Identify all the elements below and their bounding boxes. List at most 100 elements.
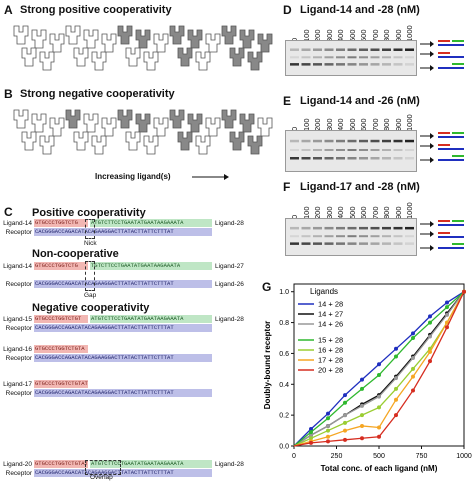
panel-e-letter: E: [283, 94, 292, 108]
ligand-sequence-row: Ligand-20GTGCCCTGGTCTGTATGTCATGTCTTCCTGA…: [2, 460, 244, 468]
receptor-shape: [153, 117, 169, 137]
gel-band-middle: [336, 56, 345, 59]
gel-band-middle: [347, 56, 357, 59]
receptor-shape: [135, 29, 151, 49]
gel-band-bottom: [336, 157, 345, 160]
panel-g-letter: G: [262, 280, 272, 294]
gel-band-top: [347, 226, 357, 230]
receptor-shape: [65, 109, 81, 129]
gel-band-bottom: [370, 157, 380, 160]
gel-band-middle: [382, 149, 391, 151]
gel-band-middle: [359, 235, 368, 238]
receptor-shape: [83, 29, 99, 49]
data-point: [360, 403, 364, 408]
data-point: [326, 416, 330, 421]
receptor-shape: [187, 29, 203, 49]
data-point: [411, 331, 415, 336]
panel-f-letter: F: [283, 180, 291, 194]
data-point: [377, 373, 381, 378]
nick-box: [85, 219, 95, 239]
x-tick-label: 0: [292, 453, 296, 460]
gel-band-top: [290, 226, 299, 230]
data-point: [394, 346, 398, 351]
data-point: [309, 433, 313, 438]
gel-band-bottom: [405, 242, 414, 245]
gel-band-top: [393, 139, 403, 143]
gel-band-middle: [382, 56, 391, 59]
x-tick-label: 500: [373, 453, 385, 460]
data-point: [394, 376, 398, 381]
receptor-sequence-row: Receptor CACGGGACCAGACATACAGAAGGACTTATACT…: [2, 469, 212, 477]
gel-band-bottom: [324, 242, 334, 245]
gel-band-top: [382, 139, 391, 143]
gel-band-bottom: [405, 157, 414, 160]
y-tick-label: 0.4: [279, 382, 289, 389]
gel-band-middle: [393, 56, 403, 59]
receptor-shape: [49, 117, 65, 137]
gel-band-middle: [336, 235, 345, 238]
gel-band-top: [301, 139, 311, 143]
gel-band-top: [336, 139, 345, 143]
gel-band-bottom: [313, 242, 322, 245]
receptor-shape: [229, 131, 245, 151]
receptor-shape: [13, 109, 29, 129]
receptor-shape: [13, 25, 29, 45]
receptor-shape: [21, 131, 37, 151]
gel-band-bottom: [405, 63, 414, 66]
data-point: [377, 425, 381, 430]
x-tick-label: 1000: [456, 453, 472, 460]
ligand-sequence-row: Ligand-15 GTGCCCTGGTCTGT ATGTCTTCCTGAATATG…: [2, 315, 244, 323]
receptor-shape: [135, 113, 151, 133]
x-axis-label: Total conc. of each ligand (nM): [321, 464, 438, 473]
gel-band-top: [313, 139, 322, 143]
gel-band-bottom: [393, 242, 403, 245]
receptor-shape: [257, 117, 273, 137]
gel-band-middle: [324, 235, 334, 238]
ligand-sequence-row: Ligand-17 GTGCCCTGGTCTGTAT: [2, 380, 88, 388]
data-point: [445, 320, 449, 325]
gel-band-middle: [336, 149, 345, 151]
receptor-shape: [65, 25, 81, 45]
gel-band-middle: [370, 56, 380, 59]
gel-band-bottom: [347, 242, 357, 245]
panel-c-letter: C: [4, 205, 13, 219]
row-label: Receptor: [5, 469, 32, 477]
receptor-shape: [125, 131, 141, 151]
receptor-shape: [73, 131, 89, 151]
receptor-shape: [239, 29, 255, 49]
gel-band-middle: [301, 56, 311, 59]
row-label: Receptor: [5, 389, 32, 397]
gel-band-top: [405, 226, 414, 230]
gel-band-top: [405, 48, 414, 51]
gel-band-top: [324, 226, 334, 230]
gel-band-bottom: [382, 157, 391, 160]
receptor-strand: CACGGGACCAGACATACAGAAGGACTTATACTTATTCTTT…: [34, 228, 212, 236]
data-point: [360, 436, 364, 441]
receptor-shape: [39, 135, 55, 155]
gel-band-top: [359, 226, 368, 230]
gel-e-ticks: 0 100 200 300 400 500 600 700 800 900 1000: [290, 108, 415, 131]
data-point: [360, 423, 364, 428]
gel-band-middle: [370, 235, 380, 238]
data-point: [428, 314, 432, 319]
receptor-shape: [101, 33, 117, 53]
gel-band-middle: [313, 149, 322, 151]
data-point: [411, 366, 415, 371]
row-right-label: Ligand-28: [215, 315, 244, 323]
gel-lane-label: 1000: [405, 202, 414, 219]
data-point: [445, 312, 449, 317]
gel-band-bottom: [290, 157, 299, 160]
gel-band-top: [405, 139, 414, 143]
gel-band-middle: [359, 149, 368, 151]
legend-entry: 16 + 28: [318, 346, 343, 355]
receptor-shape: [153, 33, 169, 53]
data-point: [428, 320, 432, 325]
row-right-label: Ligand-28: [215, 219, 244, 227]
gel-band-bottom: [301, 242, 311, 245]
data-point: [343, 437, 347, 442]
gel-band-top: [290, 139, 299, 143]
receptor-shape: [101, 117, 117, 137]
data-point: [326, 439, 330, 444]
gel-band-bottom: [393, 157, 403, 160]
